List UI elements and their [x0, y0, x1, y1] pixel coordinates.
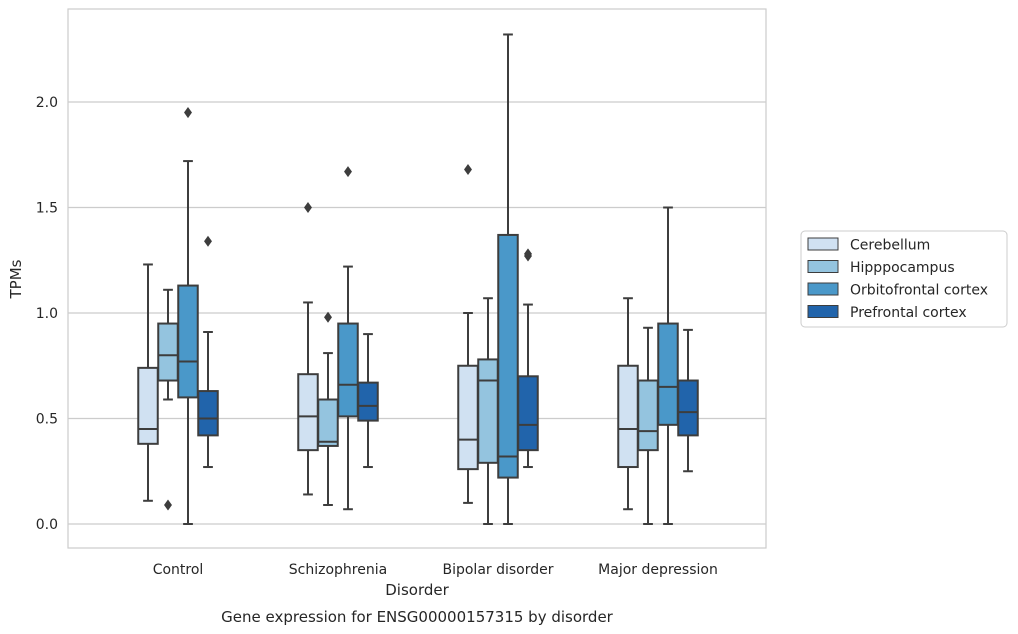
box-cerebellum	[297, 201, 319, 496]
box-iqr	[297, 373, 319, 452]
box-hipppocampus	[317, 311, 339, 507]
box-iqr	[457, 364, 479, 471]
x-tick-labels: Control Schizophrenia Bipolar disorder Majo…	[153, 562, 718, 578]
legend: Cerebellum Hipppocampus Orbitofrontal cort…	[800, 230, 1008, 328]
box-iqr	[137, 366, 159, 445]
box-cerebellum	[457, 164, 479, 504]
plot-frame	[67, 8, 767, 549]
outlier-point	[184, 107, 192, 119]
box-hipppocampus	[157, 288, 179, 511]
box-iqr	[677, 379, 699, 437]
x-tick-label: Major depression	[598, 562, 718, 578]
box-orbitofrontal-cortex	[497, 33, 519, 525]
box-iqr	[517, 375, 539, 452]
box-iqr	[497, 233, 519, 479]
box-iqr	[477, 358, 499, 464]
y-axis-label: TPMs	[7, 259, 25, 299]
x-tick-label: Control	[153, 562, 204, 578]
box-prefrontal-cortex	[197, 235, 219, 469]
box-prefrontal-cortex	[357, 333, 379, 469]
box-iqr	[157, 322, 179, 382]
outlier-point	[324, 311, 332, 323]
legend-label: Cerebellum	[850, 238, 930, 254]
box-iqr	[197, 390, 219, 437]
legend-swatch	[807, 260, 839, 273]
box-iqr	[317, 398, 339, 447]
outlier-point	[464, 164, 472, 176]
y-tick-label: 1.5	[36, 201, 58, 217]
outlier-point	[204, 235, 212, 247]
box-iqr	[357, 381, 379, 422]
box-hipppocampus	[477, 297, 499, 525]
x-axis-label: Disorder	[385, 581, 449, 599]
box-orbitofrontal-cortex	[177, 107, 199, 525]
outlier-point	[304, 201, 312, 214]
box-orbitofrontal-cortex	[657, 206, 679, 525]
box-iqr	[657, 322, 679, 426]
box-prefrontal-cortex	[677, 328, 699, 473]
y-tick-label: 1.0	[36, 306, 58, 322]
box-hipppocampus	[637, 326, 659, 525]
x-tick-label: Bipolar disorder	[442, 562, 553, 578]
legend-swatch	[807, 305, 839, 318]
chart-caption: Gene expression for ENSG00000157315 by d…	[221, 608, 614, 626]
box-cerebellum	[137, 263, 159, 502]
y-tick-labels: 0.0 0.5 1.0 1.5 2.0	[36, 95, 58, 533]
y-tick-label: 0.5	[36, 412, 58, 428]
legend-label: Prefrontal cortex	[850, 305, 967, 321]
box-iqr	[337, 322, 359, 418]
box-iqr	[617, 364, 639, 469]
legend-swatch	[807, 282, 839, 296]
outlier-point	[524, 248, 532, 260]
legend-label: Orbitofrontal cortex	[850, 283, 988, 299]
legend-label: Hipppocampus	[850, 260, 955, 276]
y-tick-label: 0.0	[36, 517, 58, 533]
x-tick-label: Schizophrenia	[289, 562, 387, 578]
box-groups	[137, 33, 699, 525]
outlier-point	[344, 166, 352, 178]
box-iqr	[637, 379, 659, 452]
y-tick-label: 2.0	[36, 95, 58, 111]
outlier-point	[164, 499, 172, 511]
box-cerebellum	[617, 297, 639, 511]
box-iqr	[177, 284, 199, 399]
grid-lines	[68, 101, 766, 525]
legend-swatch	[807, 237, 839, 251]
legend-frame	[800, 230, 1008, 328]
box-prefrontal-cortex	[517, 248, 539, 469]
box-orbitofrontal-cortex	[337, 166, 359, 511]
